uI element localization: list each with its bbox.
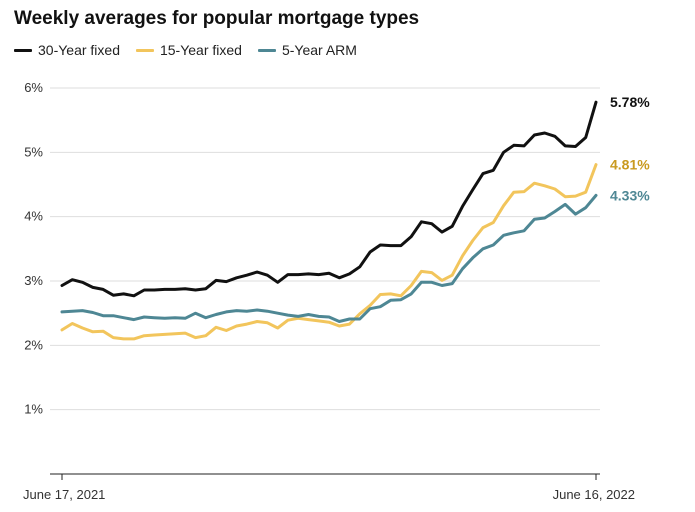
- legend: 30-Year fixed 15-Year fixed 5-Year ARM: [14, 42, 373, 58]
- y-axis-tick-labels: 1% 2% 3% 4% 5% 6%: [24, 80, 43, 417]
- y-tick-label-1: 1%: [24, 402, 43, 417]
- series-lines: [60, 100, 598, 341]
- series-line-15-year-fixed: [60, 163, 598, 341]
- legend-item-15-year-fixed: 15-Year fixed: [135, 42, 242, 58]
- series-line-30-year-fixed: [60, 100, 598, 298]
- end-label-30-year-fixed: 5.78%: [610, 94, 650, 110]
- legend-swatch-15-year-fixed: [135, 48, 154, 52]
- gridlines: [50, 87, 600, 411]
- legend-label-15-year-fixed: 15-Year fixed: [159, 42, 242, 58]
- series-line-5-year-arm: [60, 193, 598, 323]
- y-tick-label-2: 2%: [24, 337, 43, 352]
- end-label-15-year-fixed: 4.81%: [610, 157, 650, 173]
- end-label-5-year-arm: 4.33%: [610, 187, 650, 203]
- y-tick-label-4: 4%: [24, 209, 43, 224]
- x-tick-label-end: June 16, 2022: [553, 487, 635, 502]
- x-tick-label-start: June 17, 2021: [23, 487, 105, 502]
- chart-title: Weekly averages for popular mortgage typ…: [14, 8, 420, 29]
- y-tick-label-5: 5%: [24, 144, 43, 159]
- legend-swatch-30-year-fixed: [14, 48, 32, 52]
- legend-swatch-5-year-arm: [257, 48, 276, 52]
- y-tick-label-6: 6%: [24, 80, 43, 95]
- legend-item-30-year-fixed: 30-Year fixed: [14, 42, 120, 58]
- legend-label-5-year-arm: 5-Year ARM: [281, 42, 357, 58]
- y-tick-label-3: 3%: [24, 273, 43, 288]
- legend-item-5-year-arm: 5-Year ARM: [257, 42, 357, 58]
- legend-label-30-year-fixed: 30-Year fixed: [38, 42, 120, 58]
- end-value-labels: 5.78% 4.81% 4.33%: [610, 94, 650, 203]
